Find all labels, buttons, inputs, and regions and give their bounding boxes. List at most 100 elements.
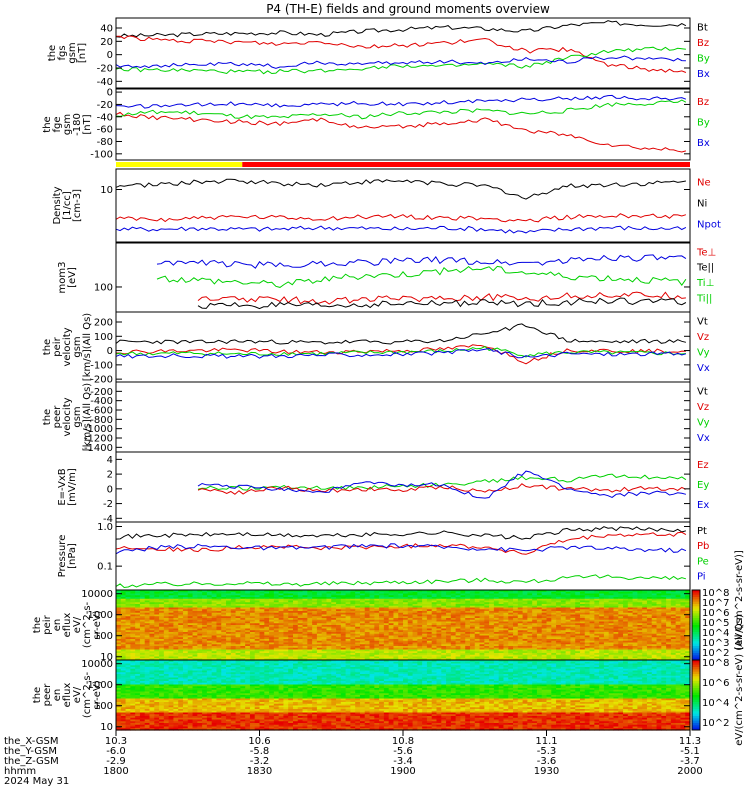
time-axis-label: the_Y-GSM: [4, 746, 57, 757]
colorbar-cell: [692, 613, 700, 617]
ylabel-line: en: [52, 689, 63, 702]
legend-Ne: Ne: [697, 178, 711, 189]
ylabel-line: peer: [52, 405, 63, 429]
legend-Ni: Ni: [697, 199, 707, 210]
series-peir-velocity-Vy: [115, 345, 686, 358]
panel-fge-gsm: 0-20-40 -60-80-100 the fge gsm -180 [nT] Bz By Bx: [42, 88, 710, 161]
panel-pressure: 1.0 0.1 Pressure [nPa] Pt Pb Pe Pi: [57, 521, 709, 591]
legend-Bx: Bx: [697, 69, 710, 80]
colorbar-cell: [692, 727, 700, 731]
colorbar-cell: [692, 704, 700, 708]
frame-temperature: [115, 242, 691, 313]
ytick-label: 40: [100, 24, 113, 35]
colorbar-tick: 10^5: [702, 618, 729, 629]
ylabel-line: [1/cc]: [62, 191, 73, 220]
colorbar-cell: [692, 723, 700, 726]
ytick-label: -2: [103, 499, 113, 510]
frame-peir-velocity: [115, 311, 691, 383]
ytick-label: 100: [94, 332, 113, 343]
xtick-y: -6.0: [106, 746, 126, 757]
legend-Vt: Vt: [697, 386, 708, 397]
ylabel-line: gsm: [72, 336, 83, 357]
series-density-Ni: [115, 178, 686, 200]
xtick-x: 10.3: [105, 736, 127, 747]
colorbar-cell: [692, 632, 700, 635]
legend-Pe: Pe: [697, 556, 709, 567]
colorbar-cell: [692, 683, 700, 687]
colorbar-cell: [692, 604, 700, 607]
series-fgs-gsm-Bt: [115, 20, 687, 38]
colorbar-cell: [692, 590, 700, 593]
legend-Ey: Ey: [697, 480, 709, 491]
ytick-label: 10000: [81, 659, 113, 670]
ytick-label: -600: [90, 406, 113, 417]
ylabel-line: [nT]: [82, 114, 93, 134]
series-fge-gsm-Bz: [115, 111, 687, 153]
colorbar-cell: [692, 592, 700, 596]
xtick-z: -2.9: [106, 756, 126, 767]
series-pressure-Pi: [115, 543, 687, 555]
series-fgs-gsm-Bz: [115, 35, 687, 73]
legend-Vz: Vz: [697, 332, 709, 343]
colorbar-cell: [692, 690, 700, 694]
ylabel-peer-eflux: the peer en eflux eV/(cm^2-s-sr-eV): [32, 671, 103, 718]
colorbar-tick: 10^8: [702, 658, 729, 669]
xtick-y: -5.3: [537, 746, 557, 757]
colorbar-tick: 10^3: [702, 638, 729, 649]
legend-Ez: Ez: [697, 460, 709, 471]
ytick-label: 2: [107, 470, 113, 481]
colorbar-cell: [692, 660, 700, 663]
ytick-label: 10000: [81, 589, 113, 600]
colorbar-label: eV/(cm^2-s-sr-eV) (All Qs): [734, 614, 745, 746]
legend-Bz: Bz: [697, 97, 709, 108]
ytick-label: 100: [94, 282, 113, 293]
legend-Vy: Vy: [697, 418, 710, 429]
colorbar-cell: [692, 611, 700, 614]
series-density-Npot: [115, 225, 687, 234]
ytick-label: -1400: [84, 443, 113, 454]
colorbar-cell: [692, 620, 700, 624]
ytick-label: -20: [97, 100, 113, 111]
mode-bar-segment-barred: [242, 162, 690, 167]
legend-By: By: [697, 54, 710, 65]
colorbar-cell: [692, 618, 700, 621]
xtick-x: 11.1: [535, 736, 557, 747]
legend-Pi: Pi: [697, 571, 706, 582]
ytick-label: -4: [103, 514, 113, 525]
ylabel-line: [km/s](All Qs): [82, 313, 93, 381]
ytick-label: -400: [90, 396, 113, 407]
legend-Vy: Vy: [697, 348, 710, 359]
xtick-y: -5.8: [250, 746, 270, 757]
colorbar-cell: [692, 594, 700, 598]
colorbar-cell: [692, 608, 700, 612]
xtick-hhmm: 2000: [677, 766, 702, 777]
colorbar-cell: [692, 655, 700, 659]
ytick-label: -40: [97, 112, 113, 123]
series-pressure-Pe: [115, 574, 687, 589]
ytick-label: -80: [97, 137, 113, 148]
colorbar-cell: [692, 669, 700, 673]
frame-pressure: [115, 521, 691, 591]
ylabel-line: sr-eV): [92, 680, 103, 709]
legend-Ti⊥: Ti⊥: [696, 278, 714, 289]
legend-By: By: [697, 118, 710, 129]
xtick-hhmm: 1830: [247, 766, 272, 777]
colorbar-cell: [692, 718, 700, 722]
xtick-x: 10.6: [248, 736, 270, 747]
ytick-label: 0: [107, 88, 113, 99]
ytick-label: -1200: [84, 434, 113, 445]
ytick-label: -40: [97, 77, 113, 88]
colorbar-tick: 10^2: [702, 718, 729, 729]
series-temperature-Te||: [197, 297, 687, 310]
colorbar-cell: [692, 720, 700, 724]
colorbar-cell: [692, 702, 700, 705]
ylabel-line: eflux: [62, 613, 73, 638]
legend-Ti||: Ti||: [696, 293, 712, 304]
ylabel-line: [km/s](All Qs): [82, 383, 93, 451]
series-efield-Ez: [197, 483, 687, 495]
colorbar-label-group: eV/(cm^2-s-sr-eV) (All Qs): [734, 614, 745, 746]
series-fge-gsm-Bx: [115, 94, 687, 109]
